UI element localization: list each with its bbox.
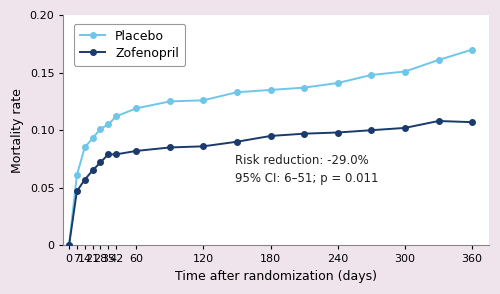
Placebo <box>234 91 240 94</box>
Placebo <box>334 81 340 85</box>
Placebo <box>469 48 475 51</box>
Placebo <box>200 98 206 102</box>
Zofenopril <box>98 161 103 164</box>
Zofenopril <box>301 132 307 136</box>
Zofenopril <box>133 149 139 153</box>
Line: Zofenopril: Zofenopril <box>66 118 475 248</box>
Zofenopril <box>234 140 240 143</box>
Zofenopril <box>402 126 408 130</box>
Zofenopril <box>469 120 475 124</box>
Zofenopril <box>334 131 340 134</box>
Placebo <box>90 136 96 140</box>
Placebo <box>301 86 307 89</box>
Text: Risk reduction: -29.0%
95% CI: 6–51; p = 0.011: Risk reduction: -29.0% 95% CI: 6–51; p =… <box>234 154 378 186</box>
Y-axis label: Mortality rate: Mortality rate <box>11 88 24 173</box>
Placebo <box>268 88 274 92</box>
Zofenopril <box>74 189 80 193</box>
Legend: Placebo, Zofenopril: Placebo, Zofenopril <box>74 24 186 66</box>
Placebo <box>113 115 119 118</box>
Zofenopril <box>105 153 111 156</box>
Placebo <box>98 127 103 131</box>
Placebo <box>74 173 80 177</box>
Zofenopril <box>200 145 206 148</box>
Zofenopril <box>268 134 274 138</box>
Placebo <box>133 107 139 110</box>
Placebo <box>436 58 442 62</box>
Zofenopril <box>113 153 119 156</box>
Placebo <box>167 100 173 103</box>
Zofenopril <box>368 128 374 132</box>
Placebo <box>105 123 111 126</box>
Zofenopril <box>436 119 442 123</box>
Zofenopril <box>66 243 72 247</box>
Zofenopril <box>167 146 173 149</box>
Placebo <box>368 73 374 77</box>
Placebo <box>402 70 408 73</box>
Placebo <box>82 146 87 149</box>
Line: Placebo: Placebo <box>66 47 475 248</box>
Zofenopril <box>90 169 96 172</box>
Zofenopril <box>82 178 87 181</box>
Placebo <box>66 243 72 247</box>
X-axis label: Time after randomization (days): Time after randomization (days) <box>175 270 377 283</box>
